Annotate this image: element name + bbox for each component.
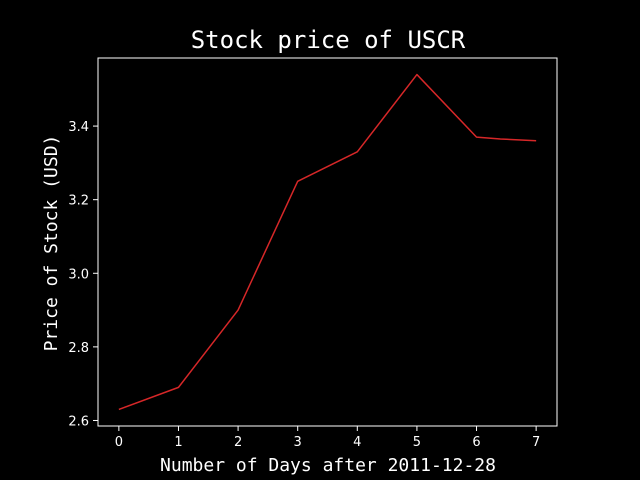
series-group xyxy=(118,73,537,411)
price-line xyxy=(118,73,537,411)
y-tick-label: 2.8 xyxy=(68,341,89,356)
plot-frame xyxy=(97,57,558,427)
x-tick-label: 7 xyxy=(532,435,540,450)
y-axis-label: Price of Stock (USD) xyxy=(41,135,62,352)
x-tick-label: 1 xyxy=(174,435,182,450)
y-tick-label: 3.4 xyxy=(68,120,89,135)
x-tick-label: 5 xyxy=(413,435,421,450)
x-tick-label: 2 xyxy=(234,435,242,450)
y-tick-label: 2.6 xyxy=(68,414,89,429)
y-tick-label: 3.2 xyxy=(68,194,89,209)
x-axis: 0 1 2 3 4 5 6 7 xyxy=(115,426,540,450)
x-tick-label: 6 xyxy=(472,435,480,450)
y-axis: 2.6 2.8 3.0 3.2 3.4 xyxy=(68,120,98,429)
x-tick-label: 0 xyxy=(115,435,123,450)
y-tick-label: 3.0 xyxy=(68,267,89,282)
x-tick-label: 3 xyxy=(294,435,302,450)
x-tick-label: 4 xyxy=(353,435,361,450)
x-axis-label: Number of Days after 2011-12-28 xyxy=(160,455,496,476)
chart-title: Stock price of USCR xyxy=(191,26,466,54)
